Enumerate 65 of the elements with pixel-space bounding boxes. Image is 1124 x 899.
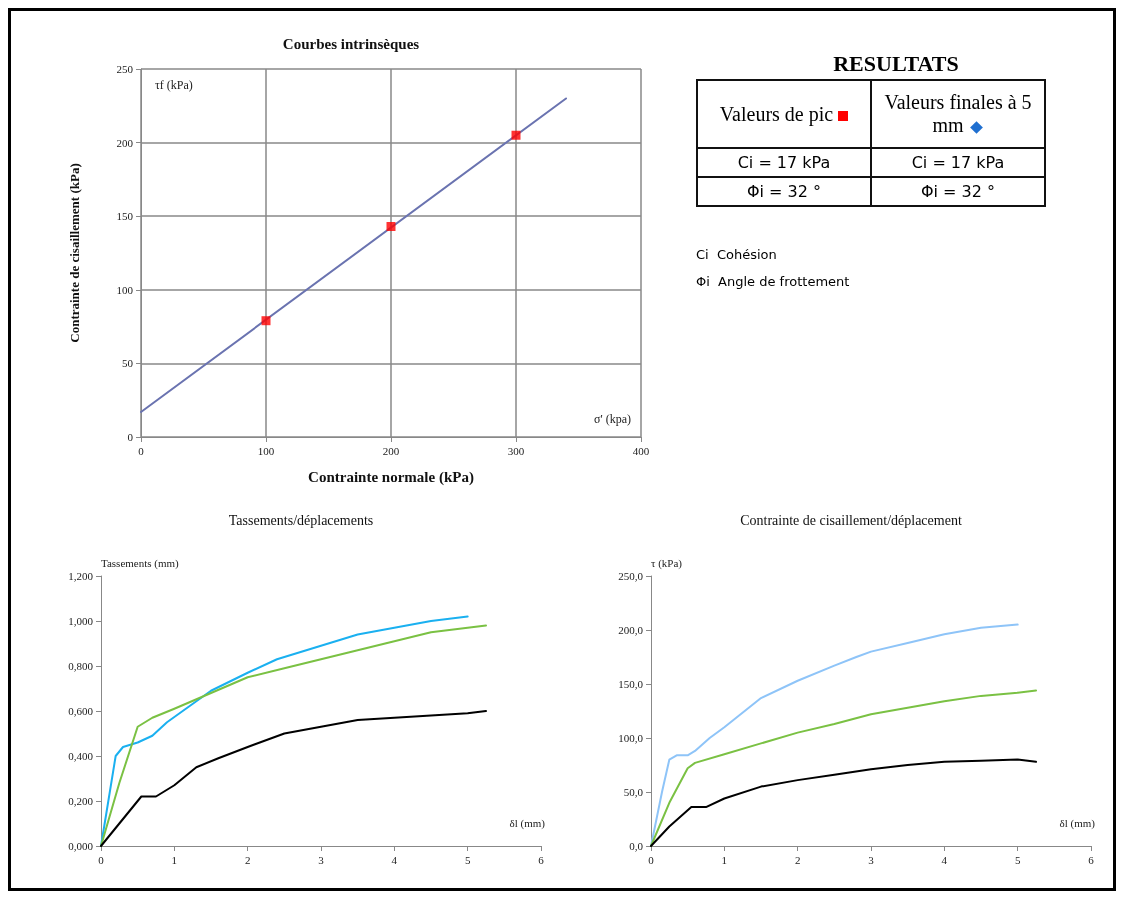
annotation: τf (kPa) <box>155 78 193 92</box>
y-tick-label: 0,800 <box>68 660 94 672</box>
text: Φi Angle de frottement <box>696 274 851 289</box>
text: Valeurs de pic <box>697 80 871 148</box>
x-tick-label: 1 <box>721 853 728 866</box>
text: Ci Cohésion <box>696 247 778 262</box>
x-tick-label: 2 <box>794 853 801 866</box>
line-series <box>650 758 1037 847</box>
x-tick-label: 2 <box>244 853 251 866</box>
text: Valeurs finales à 5 mm <box>871 80 1045 148</box>
chart-title: Courbes intrinsèques <box>282 35 420 52</box>
text: Ci = 17 kPa <box>697 148 871 177</box>
y-tick-label: 150,0 <box>618 678 644 690</box>
line-series <box>100 710 487 847</box>
x-tick-label: 100 <box>257 444 275 457</box>
y-axis-title: τ (kPa) <box>651 556 683 570</box>
text: Φi = 32 ° <box>871 177 1045 206</box>
chart-title: Tassements/déplacements <box>228 512 374 528</box>
y-tick-label: 50 <box>122 357 134 370</box>
y-tick-label: 0,000 <box>68 840 94 852</box>
x-tick-label: 0 <box>98 853 105 866</box>
x-tick-label: 6 <box>538 853 545 866</box>
x-tick-label: 3 <box>868 853 875 866</box>
y-axis-title: Tassements (mm) <box>101 556 180 570</box>
point <box>511 130 521 140</box>
x-tick-label: 5 <box>464 853 471 866</box>
text: Ci = 17 kPa <box>871 148 1045 177</box>
y-tick-label: 200 <box>116 136 134 149</box>
text: Φi = 32 ° <box>697 177 871 206</box>
y-tick-label: 1,000 <box>68 615 94 627</box>
y-tick-label: 0,200 <box>68 795 94 807</box>
y-tick-label: 100,0 <box>618 732 644 744</box>
line-series <box>650 689 1037 847</box>
y-tick-label: 0,0 <box>629 840 644 852</box>
y-tick-label: 150 <box>116 210 134 223</box>
x-tick-label: 3 <box>318 853 325 866</box>
x-tick-label: 1 <box>171 853 178 866</box>
y-tick-label: 250 <box>116 63 134 75</box>
x-axis-title: δl (mm) <box>1059 816 1096 830</box>
y-tick-label: 0,400 <box>68 750 94 762</box>
line-series <box>650 623 1019 847</box>
x-tick-label: 0 <box>648 853 655 866</box>
y-tick-label: 100 <box>116 283 134 296</box>
x-axis-title: δl (mm) <box>509 816 546 830</box>
x-tick-label: 300 <box>507 444 525 457</box>
x-tick-label: 0 <box>138 444 145 457</box>
x-tick-label: 200 <box>382 444 400 457</box>
chart-title: Contrainte de cisaillement/déplacement <box>740 512 962 528</box>
point <box>386 222 396 231</box>
x-tick-label: 4 <box>391 853 398 866</box>
text: RESULTATS <box>832 51 960 77</box>
y-tick-label: 50,0 <box>623 786 644 798</box>
x-tick-label: 6 <box>1088 853 1095 866</box>
x-tick-label: 400 <box>632 444 650 457</box>
y-tick-label: 0,600 <box>68 705 94 717</box>
y-tick-label: 200,0 <box>618 624 644 636</box>
y-tick-label: 0 <box>127 431 134 443</box>
x-tick-label: 4 <box>941 853 948 866</box>
y-axis-title: Contrainte de cisaillement (kPa) <box>67 163 82 343</box>
y-tick-label: 250,0 <box>618 570 644 582</box>
annotation: σ' (kpa) <box>594 412 631 426</box>
x-axis-title: Contrainte normale (kPa) <box>308 468 474 486</box>
x-tick-label: 5 <box>1014 853 1021 866</box>
y-tick-label: 1,200 <box>68 570 94 582</box>
point <box>261 316 271 326</box>
